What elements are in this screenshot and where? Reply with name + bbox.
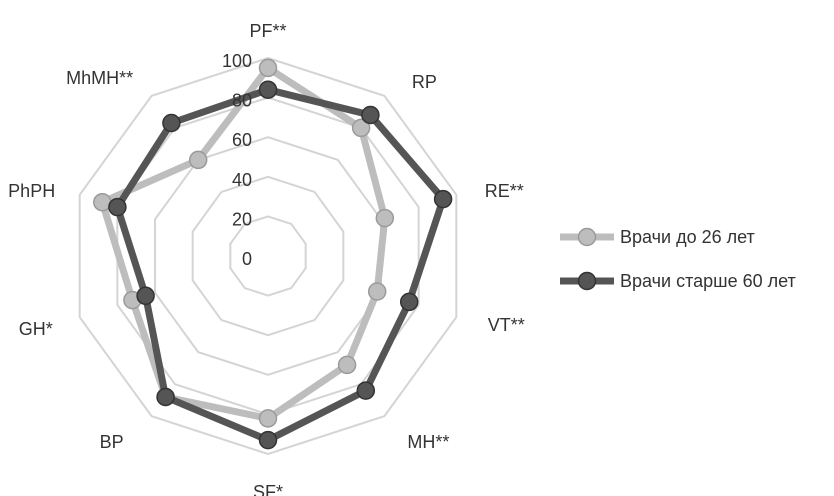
data-point	[433, 189, 453, 209]
data-point	[188, 150, 208, 170]
category-label: GH*	[19, 319, 53, 339]
grid-ring	[191, 175, 345, 337]
legend-item: Врачи старше 60 лет	[560, 271, 796, 291]
data-point	[156, 387, 175, 407]
legend: Врачи до 26 лет Врачи старше 60 лет	[560, 227, 796, 291]
data-point	[356, 381, 376, 400]
tick-label: 100	[222, 51, 252, 71]
data-point	[258, 58, 278, 78]
radial-tick-labels: 0 20 40 60 80 100	[222, 51, 252, 269]
series-line	[113, 86, 447, 444]
legend-swatch-marker	[577, 227, 597, 247]
legend-swatch-marker	[577, 271, 597, 291]
tick-label: 40	[232, 170, 252, 190]
category-label: MhMH**	[66, 68, 133, 88]
data-point	[399, 292, 419, 312]
category-label: SF*	[253, 482, 283, 496]
legend-item: Врачи до 26 лет	[560, 227, 755, 247]
data-point	[337, 355, 357, 375]
series-2	[108, 80, 453, 450]
category-label: RP	[412, 72, 437, 92]
data-point	[375, 208, 395, 228]
data-point	[367, 282, 387, 301]
grid-ring	[229, 215, 307, 297]
grid-ring	[78, 56, 458, 456]
category-label: VT**	[488, 315, 525, 335]
tick-label: 60	[232, 130, 252, 150]
tick-label: 0	[242, 249, 252, 269]
tick-label: 80	[232, 91, 252, 111]
legend-label: Врачи до 26 лет	[620, 227, 755, 247]
data-point	[258, 409, 278, 428]
category-label: PhPH	[8, 181, 55, 201]
grid-ring	[154, 136, 382, 376]
data-point	[136, 286, 155, 306]
category-label: PF**	[249, 21, 286, 41]
data-point	[351, 118, 371, 138]
data-point	[258, 80, 278, 99]
data-point	[162, 113, 181, 133]
tick-label: 20	[232, 209, 252, 229]
legend-label: Врачи старше 60 лет	[620, 271, 796, 291]
series-layer	[93, 58, 453, 450]
data-point	[361, 105, 380, 125]
data-point	[258, 430, 278, 450]
category-label: MH**	[407, 432, 449, 452]
data-point	[108, 197, 127, 217]
category-label: BP	[100, 432, 124, 452]
category-label: RE**	[485, 181, 524, 201]
category-axis-labels: PF** RP RE** VT** MH** SF* BP GH* PhPH MhMH**	[8, 21, 525, 496]
